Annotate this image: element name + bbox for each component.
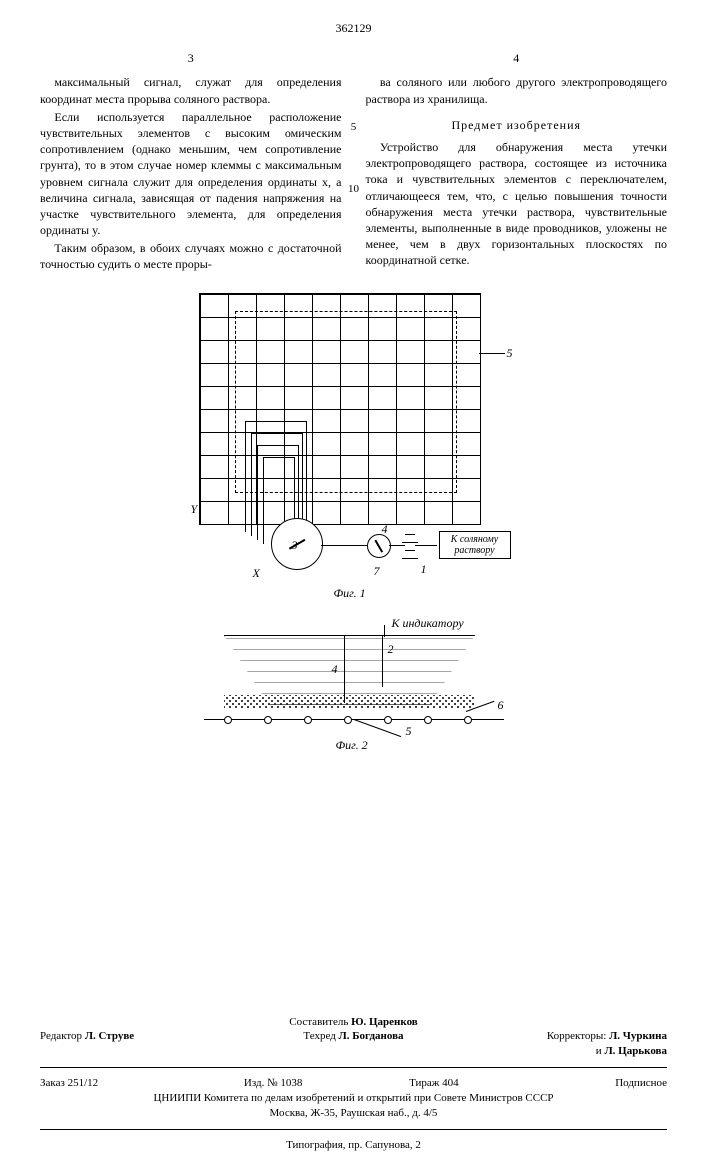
left-para-1: максимальный сигнал, служат для определе… xyxy=(40,74,342,106)
fig1-callout-1: 1 xyxy=(421,561,427,577)
left-para-2: Если используется параллельное расположе… xyxy=(40,109,342,239)
corrector-label: Корректоры: xyxy=(547,1030,606,1042)
fig1-callout-line xyxy=(479,353,505,354)
typography: Типография, пр. Сапунова, 2 xyxy=(40,1138,667,1153)
imprint: Составитель Ю. Царенков Редактор Л. Стру… xyxy=(40,1015,667,1153)
publisher-addr: Москва, Ж-35, Раушская наб., д. 4/5 xyxy=(40,1106,667,1121)
fig1-axis-x: X xyxy=(253,565,260,581)
fig1-caption: Фиг. 1 xyxy=(334,585,366,601)
publisher-org: ЦНИИПИ Комитета по делам изобретений и о… xyxy=(40,1091,667,1106)
editor-name: Л. Струве xyxy=(85,1030,134,1042)
col-number-right: 4 xyxy=(366,50,668,66)
tirazh-num: 404 xyxy=(442,1077,459,1089)
fig1-callout-4: 4 xyxy=(382,521,388,537)
corrector-1: Л. Чуркина xyxy=(609,1030,667,1042)
techred-name: Л. Богданова xyxy=(339,1030,404,1042)
fig2-callout-5: 5 xyxy=(406,723,412,739)
techred-label: Техред xyxy=(303,1030,335,1042)
fig1-note-box: К соляному раствору xyxy=(439,531,511,559)
order-label: Заказ xyxy=(40,1077,65,1089)
izd-label: Изд. № xyxy=(244,1077,278,1089)
fig1-callout-7: 7 xyxy=(374,563,380,579)
fig1-indicator xyxy=(367,534,391,558)
left-para-3: Таким образом, в обоих случаях можно с д… xyxy=(40,240,342,272)
corrector-2: Л. Царькова xyxy=(604,1045,667,1057)
fig2-hatch xyxy=(224,695,474,709)
editor-label: Редактор xyxy=(40,1030,82,1042)
order-num: 251/12 xyxy=(68,1077,99,1089)
fig2-caption: Фиг. 2 xyxy=(336,737,368,753)
tirazh-label: Тираж xyxy=(409,1077,439,1089)
figure-1: 3 4 7 1 5 К соляному раствору Y X Фиг. 1 xyxy=(189,293,519,603)
fig2-callout-2: 2 xyxy=(388,641,394,657)
fig1-callout-5: 5 xyxy=(507,345,513,361)
claim-text: Устройство для обнаружения места утечки … xyxy=(366,139,668,269)
fig1-callout-3: 3 xyxy=(292,537,298,553)
fig2-line-5 xyxy=(353,719,400,737)
line-marker-10: 10 xyxy=(348,182,359,197)
podpisnoe: Подписное xyxy=(522,1076,667,1091)
fig1-wire-dm xyxy=(321,545,367,547)
fig2-note-top: К индикатору xyxy=(392,615,464,631)
fig2-callout-6: 6 xyxy=(498,697,504,713)
compiler-name: Ю. Царенков xyxy=(351,1016,418,1028)
fig2-probe-4 xyxy=(344,635,346,703)
fig1-wire-mb xyxy=(389,545,405,547)
fig2-probe-2 xyxy=(382,635,384,687)
compiler-label: Составитель xyxy=(289,1016,348,1028)
claim-header: Предмет изобретения xyxy=(366,117,668,133)
fig1-axis-y: Y xyxy=(191,501,198,517)
izd-num: 1038 xyxy=(280,1077,302,1089)
figure-2: К индикатору 4 2 5 6 Фиг. 2 xyxy=(184,615,524,755)
fig1-battery xyxy=(405,530,415,560)
right-continuation: ва соляного или любого другого электропр… xyxy=(366,74,668,106)
line-marker-5: 5 xyxy=(351,120,357,135)
fig1-wire-out xyxy=(415,545,437,547)
fig2-callout-4: 4 xyxy=(332,661,338,677)
col-number-left: 3 xyxy=(40,50,342,66)
corrector-and: и xyxy=(596,1045,602,1057)
patent-number: 362129 xyxy=(40,20,667,36)
